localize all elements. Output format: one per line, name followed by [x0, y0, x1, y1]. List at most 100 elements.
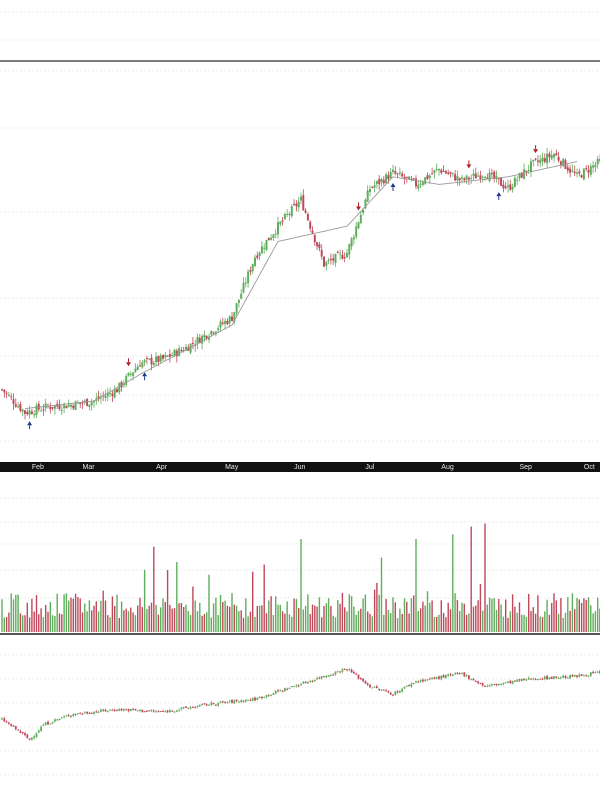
- relative-body: [240, 700, 243, 702]
- relative-body: [21, 731, 24, 734]
- volume-bar: [97, 611, 100, 632]
- candle-body: [288, 213, 291, 216]
- volume-bar: [316, 606, 318, 632]
- candle-body: [511, 186, 514, 190]
- candle-body: [166, 355, 169, 357]
- candle-body: [113, 389, 116, 398]
- candle-body: [270, 237, 273, 240]
- candle-body: [371, 187, 374, 189]
- volume-bar: [162, 598, 164, 632]
- volume-bar: [410, 598, 413, 632]
- candle-body: [267, 237, 270, 241]
- candle-body: [541, 157, 544, 162]
- volume-bar: [518, 602, 521, 632]
- volume-bar: [557, 613, 560, 632]
- volume-bar: [465, 614, 468, 632]
- candle-body: [51, 407, 54, 409]
- relative-body: [74, 714, 77, 716]
- candle-body: [60, 409, 63, 411]
- relative-body: [81, 713, 84, 715]
- candle-body: [394, 171, 397, 174]
- candle-body: [378, 178, 381, 185]
- candle-body: [339, 253, 342, 255]
- volume-bar: [479, 584, 482, 632]
- volume-bar: [189, 615, 192, 632]
- candle-body: [168, 353, 171, 357]
- candle-body: [157, 356, 160, 362]
- relative-body: [509, 680, 512, 684]
- relative-body: [86, 711, 88, 714]
- candle-body: [277, 222, 279, 235]
- candle-body: [125, 375, 128, 385]
- volume-bar: [594, 610, 597, 632]
- relative-body: [495, 683, 498, 686]
- volume-bar: [40, 608, 42, 632]
- relative-body: [302, 681, 305, 684]
- volume-bar: [544, 611, 546, 632]
- volume-bar: [314, 605, 316, 632]
- volume-bar: [488, 597, 491, 632]
- volume-bar: [1, 599, 3, 632]
- relative-body: [481, 683, 484, 686]
- volume-bar: [378, 594, 380, 632]
- relative-body: [171, 710, 174, 712]
- volume-bar: [107, 615, 109, 632]
- volume-bar: [509, 611, 511, 632]
- price-panel: [1, 148, 600, 420]
- volume-bar: [130, 607, 132, 632]
- relative-body: [555, 676, 558, 678]
- candle-body: [369, 188, 371, 193]
- volume-bar: [146, 608, 148, 632]
- volume-bar: [26, 602, 28, 632]
- candle-body: [231, 316, 233, 322]
- volume-bar: [217, 615, 219, 632]
- candle-body: [74, 401, 77, 411]
- volume-bar: [125, 608, 127, 632]
- relative-body: [311, 680, 314, 682]
- candle-body: [90, 401, 93, 406]
- volume-bar: [350, 596, 353, 632]
- relative-body: [585, 675, 588, 677]
- relative-body: [343, 668, 346, 670]
- volume-bar: [528, 593, 530, 632]
- month-label: Feb: [32, 464, 44, 471]
- candle-body: [463, 178, 466, 181]
- candle-body: [516, 179, 519, 181]
- relative-body: [180, 707, 183, 710]
- relative-body: [350, 669, 353, 673]
- candle-body: [553, 154, 555, 158]
- candle-body: [401, 173, 404, 177]
- candle-body: [532, 159, 535, 162]
- candle-body: [171, 355, 174, 357]
- volume-bar: [477, 600, 479, 632]
- relative-body: [93, 711, 95, 714]
- candle-body: [304, 210, 307, 213]
- volume-bar: [286, 601, 288, 632]
- relative-body: [111, 709, 114, 711]
- relative-body: [63, 716, 65, 718]
- volume-bar: [537, 595, 539, 632]
- volume-bar: [208, 574, 210, 632]
- candle-body: [30, 411, 33, 415]
- relative-body: [539, 678, 542, 680]
- candle-body: [451, 173, 454, 175]
- relative-body: [461, 672, 463, 674]
- candle-body: [58, 405, 61, 410]
- month-axis-labels: Feb Mar Apr May Jun Jul Aug Sep Oct: [32, 464, 595, 471]
- candle-body: [300, 196, 302, 201]
- volume-bar: [224, 600, 226, 632]
- volume-bar: [304, 606, 307, 632]
- relative-body: [182, 707, 185, 709]
- relative-body: [233, 700, 236, 704]
- volume-bar: [323, 606, 325, 632]
- volume-bar: [415, 539, 417, 632]
- candle-body: [419, 183, 422, 185]
- volume-bar: [150, 602, 153, 632]
- volume-bar: [155, 604, 157, 632]
- relative-body: [251, 698, 254, 701]
- candle-body: [109, 392, 112, 394]
- volume-bar: [86, 611, 88, 632]
- candle-body: [403, 176, 406, 179]
- candle-body: [88, 404, 91, 407]
- volume-bar: [88, 600, 91, 632]
